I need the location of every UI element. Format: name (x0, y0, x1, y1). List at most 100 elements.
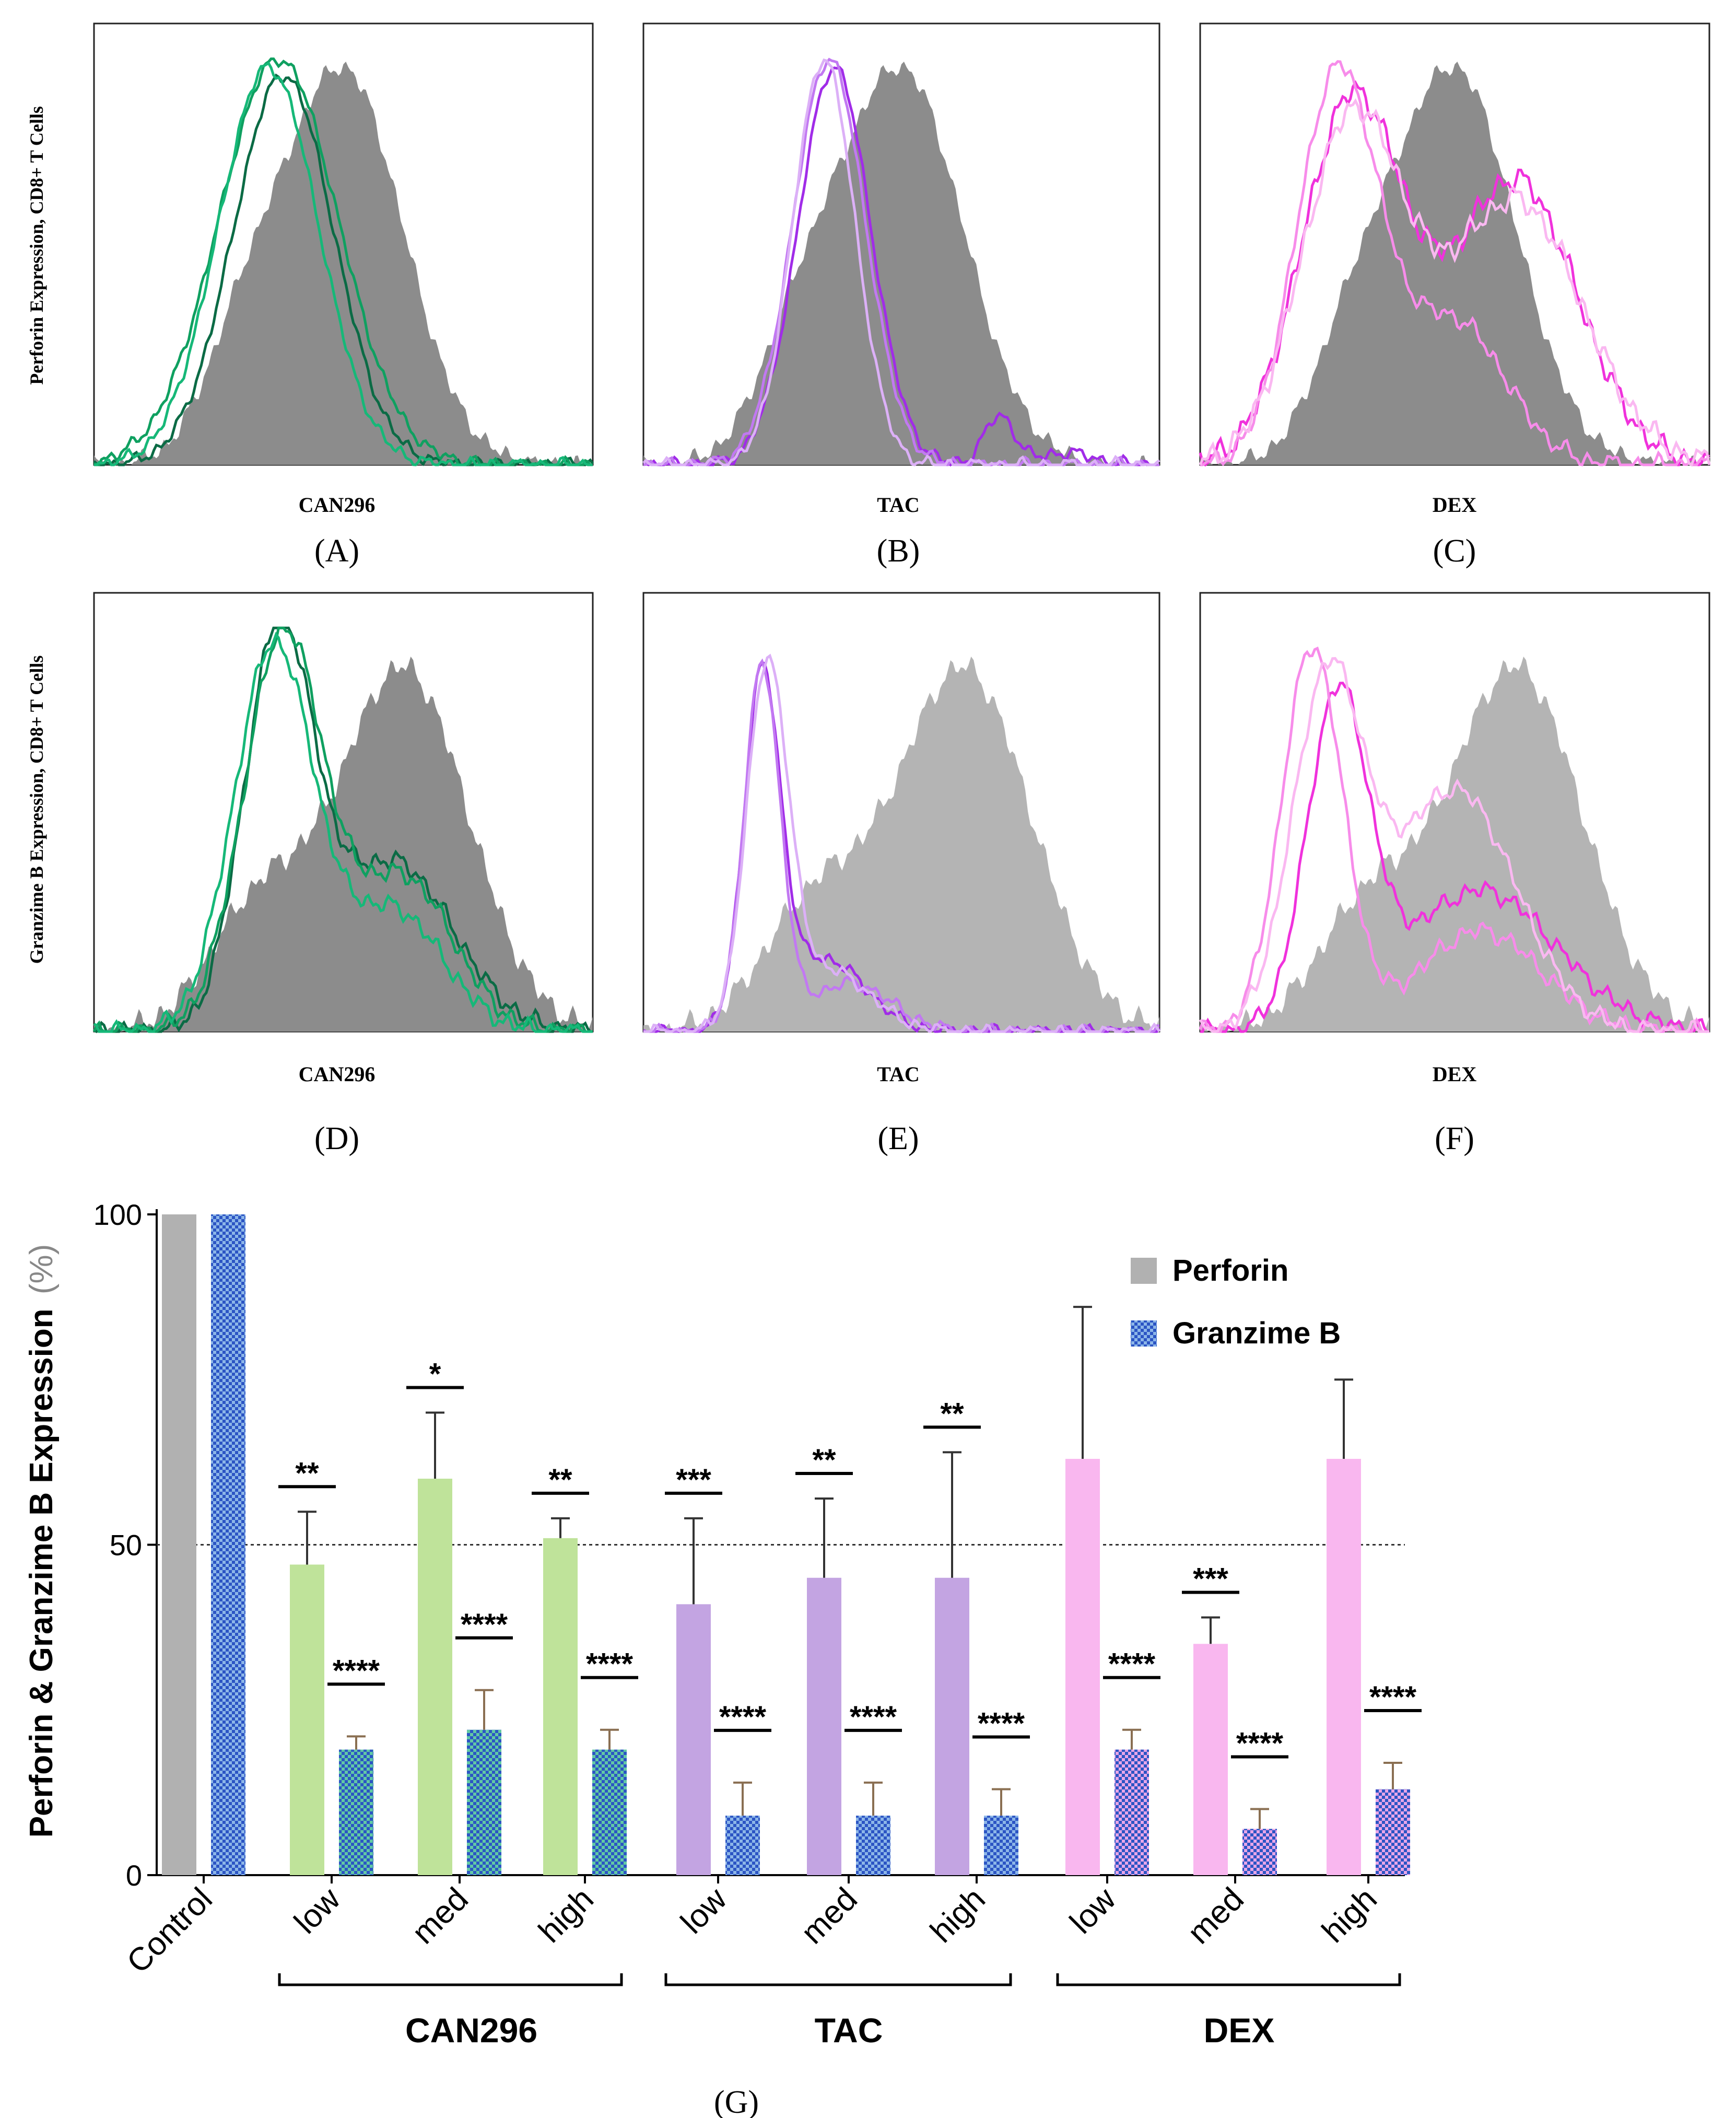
perforin-ylabel: Perforin Expression, CD8+ T Cells (26, 106, 47, 385)
histogram-panel (1199, 22, 1711, 467)
significance-stars: **** (333, 1654, 380, 1688)
panel-d-drug: CAN296 (299, 1062, 376, 1086)
bar-granzyme (984, 1816, 1018, 1875)
bar-perforin (290, 1564, 324, 1875)
group-bracket (278, 1973, 623, 1986)
treated-histogram-line (1199, 98, 1711, 467)
bar-granzyme (1242, 1829, 1277, 1875)
bar-granzyme (339, 1749, 373, 1875)
significance-stars: *** (1193, 1562, 1228, 1596)
histogram-panel (92, 592, 594, 1034)
bar-perforin (1065, 1459, 1100, 1875)
significance-stars: ** (812, 1443, 836, 1477)
x-tick-label: med (1181, 1881, 1251, 1951)
significance-stars: **** (586, 1647, 634, 1681)
treated-histogram-line (1200, 60, 1710, 466)
x-tick-label: high (923, 1881, 992, 1950)
histogram-panel (642, 592, 1161, 1033)
group-label: DEX (1204, 2011, 1275, 2050)
chart-ylabel-unit: (%) (24, 1244, 60, 1294)
control-histogram (1200, 657, 1709, 1032)
chart-bars (162, 1214, 1410, 1875)
treated-histogram-line (93, 631, 593, 1033)
significance-stars: ** (940, 1397, 964, 1431)
group-label: CAN296 (405, 2011, 537, 2050)
x-tick-label: high (1315, 1881, 1384, 1950)
y-tick-label: 50 (110, 1529, 142, 1562)
significance-stars: **** (1369, 1680, 1417, 1714)
group-bracket (664, 1973, 1012, 1986)
panel-c-letter: (C) (1433, 533, 1476, 569)
bar-perforin (1327, 1459, 1361, 1875)
chart-significance: ****************************************… (278, 1358, 1422, 1761)
bar-granzyme (1115, 1749, 1149, 1875)
bar-perforin (162, 1214, 196, 1875)
significance-stars: **** (850, 1700, 897, 1734)
significance-stars: *** (676, 1463, 711, 1497)
control-histogram (1200, 62, 1709, 465)
panel-f-drug: DEX (1433, 1062, 1477, 1086)
treated-histogram-line (1200, 682, 1710, 1033)
bar-granzyme (592, 1749, 627, 1875)
legend-swatch-perforin (1131, 1258, 1157, 1284)
x-tick-label: med (405, 1881, 475, 1951)
bar-perforin (1193, 1644, 1228, 1875)
bar-perforin (418, 1479, 452, 1875)
y-tick-label: 0 (126, 1859, 142, 1892)
bar-granzyme (467, 1729, 501, 1875)
chart-ylabel: Perforin & Granzime B Expression (%) (24, 1244, 60, 1838)
x-tick-label: low (287, 1881, 347, 1941)
panel-e-drug: TAC (877, 1062, 919, 1086)
histogram-panel (642, 22, 1160, 467)
significance-stars: **** (719, 1700, 767, 1734)
histogram-panel (93, 22, 594, 466)
chart-legend: Perforin Granzime B (1131, 1254, 1341, 1350)
panel-a-letter: (A) (314, 533, 359, 569)
panel-e-letter: (E) (877, 1121, 919, 1156)
significance-stars: ** (548, 1463, 572, 1497)
bar-granzyme (725, 1816, 760, 1875)
bar-chart: Perforin & Granzime B Expression (%) 0 50… (24, 1198, 1422, 2118)
treated-histogram-line (1199, 646, 1709, 1033)
bar-granzyme (856, 1816, 890, 1875)
granzyme-ylabel: Granzime B Expression, CD8+ T Cells (26, 656, 47, 964)
panel-c-drug: DEX (1433, 493, 1477, 517)
x-tick-label: low (1063, 1881, 1123, 1941)
chart-groups: CAN296 TAC DEX (278, 1973, 1401, 2050)
bar-perforin (807, 1577, 841, 1875)
panel-g-letter: (G) (714, 2085, 759, 2118)
bar-perforin (676, 1604, 711, 1875)
bar-granzyme (211, 1214, 245, 1875)
treated-histogram-line (1199, 657, 1709, 1033)
panel-d-letter: (D) (314, 1121, 359, 1156)
histogram-panels (92, 22, 1711, 1034)
x-tick-label: Control (120, 1881, 219, 1980)
treated-histogram-line (94, 61, 593, 466)
significance-stars: ** (295, 1456, 319, 1490)
x-tick-label: high (532, 1881, 601, 1950)
bar-granzyme (1376, 1789, 1410, 1875)
legend-label-perforin: Perforin (1172, 1254, 1288, 1288)
group-label: TAC (815, 2011, 883, 2050)
panel-b-drug: TAC (877, 493, 919, 517)
control-histogram (94, 62, 593, 465)
control-histogram (643, 657, 1159, 1032)
x-tick-label: med (794, 1881, 864, 1951)
legend-label-granzyme: Granzime B (1172, 1316, 1341, 1350)
bar-perforin (935, 1577, 969, 1875)
group-bracket (1056, 1973, 1401, 1986)
y-tick-label: 100 (93, 1198, 142, 1231)
treated-histogram-line (642, 58, 1160, 466)
chart-ylabel-main: Perforin & Granzime B Expression (24, 1308, 60, 1838)
significance-stars: **** (1236, 1727, 1284, 1761)
legend-swatch-granzyme (1131, 1320, 1157, 1347)
panel-b-letter: (B) (877, 533, 920, 569)
significance-stars: * (429, 1358, 441, 1391)
significance-stars: **** (1108, 1647, 1156, 1681)
control-histogram (94, 657, 593, 1032)
x-tick-label: low (674, 1881, 734, 1941)
panel-a-drug: CAN296 (299, 493, 376, 517)
treated-histogram-line (643, 653, 1161, 1033)
significance-stars: **** (461, 1608, 508, 1642)
